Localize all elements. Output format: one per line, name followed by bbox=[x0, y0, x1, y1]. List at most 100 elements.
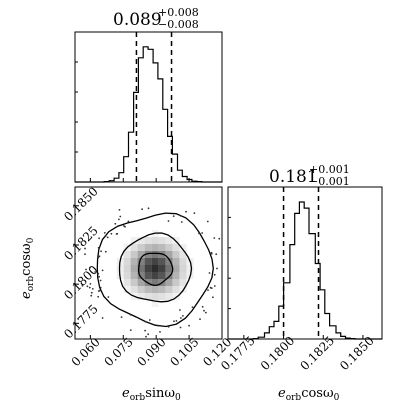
sample-point bbox=[129, 314, 132, 316]
density-cell bbox=[172, 272, 180, 279]
sample-point bbox=[104, 250, 107, 253]
sample-point bbox=[212, 296, 214, 299]
sample-point bbox=[89, 283, 92, 285]
bottom-left-x-label-base: e bbox=[122, 386, 130, 401]
density-cell bbox=[172, 286, 180, 293]
sample-point bbox=[85, 268, 87, 271]
density-cell bbox=[130, 251, 138, 258]
sample-point bbox=[147, 207, 150, 210]
density-cell bbox=[151, 272, 159, 279]
sample-point bbox=[81, 284, 84, 287]
sample-point bbox=[116, 232, 119, 235]
density-cell bbox=[151, 258, 159, 265]
sample-point bbox=[114, 222, 117, 225]
density-cell bbox=[137, 272, 145, 279]
sample-point bbox=[213, 237, 216, 239]
sample-point bbox=[172, 215, 175, 218]
sample-point bbox=[180, 221, 183, 223]
density-cell bbox=[179, 265, 187, 272]
density-cell bbox=[158, 265, 166, 272]
sample-point bbox=[91, 288, 94, 290]
bottom-right-x-label-sub2: 0 bbox=[334, 393, 340, 403]
contour-inner bbox=[137, 252, 174, 287]
density-cell bbox=[130, 244, 138, 251]
density-cell bbox=[151, 279, 159, 286]
y-tick-label: 0.1850 bbox=[61, 184, 101, 224]
bottom-right-title-value: 0.181 bbox=[269, 167, 318, 187]
y-tick-label: 0.1800 bbox=[61, 263, 101, 303]
sample-point bbox=[144, 320, 147, 323]
sample-point bbox=[141, 208, 144, 211]
density-cell bbox=[137, 244, 145, 251]
sample-point bbox=[120, 316, 123, 318]
density-cell bbox=[137, 293, 145, 300]
sample-point bbox=[213, 273, 216, 276]
sample-point bbox=[106, 236, 109, 239]
bottom-right-title: 0.181 bbox=[269, 167, 318, 187]
sample-point bbox=[98, 237, 100, 240]
sample-point bbox=[127, 220, 130, 223]
top-left-title-value: 0.089 bbox=[113, 10, 162, 30]
sample-point bbox=[175, 320, 178, 322]
sample-point bbox=[97, 295, 100, 298]
density-cell bbox=[151, 251, 159, 258]
density-cell bbox=[165, 251, 173, 258]
density-cell bbox=[137, 279, 145, 286]
sample-point bbox=[207, 289, 209, 291]
density-cell bbox=[137, 265, 145, 272]
sample-point bbox=[97, 290, 100, 292]
sample-point bbox=[97, 246, 100, 249]
sample-point bbox=[188, 324, 191, 327]
density-cell bbox=[158, 286, 166, 293]
density-cell bbox=[165, 272, 173, 279]
sample-point bbox=[167, 220, 170, 222]
sample-point bbox=[198, 232, 200, 235]
density-cell bbox=[130, 265, 138, 272]
contour-middle bbox=[118, 232, 193, 303]
density-cell bbox=[144, 251, 152, 258]
x-tick-label: 0.090 bbox=[134, 335, 168, 369]
sample-point bbox=[97, 256, 100, 259]
bottom-left-2d-plot bbox=[81, 207, 221, 338]
bottom-right-x-label-rest: cosω bbox=[301, 386, 333, 401]
sample-point bbox=[123, 225, 125, 227]
sample-point bbox=[101, 269, 104, 272]
density-cell bbox=[151, 300, 159, 307]
density-cell bbox=[179, 279, 187, 286]
sample-point bbox=[213, 285, 216, 287]
sample-point bbox=[180, 317, 182, 319]
sample-point bbox=[89, 266, 92, 269]
sample-point bbox=[208, 272, 211, 274]
density-cell bbox=[144, 293, 152, 300]
sample-point bbox=[179, 309, 181, 311]
sample-point bbox=[86, 285, 89, 288]
density-cell bbox=[165, 286, 173, 293]
sample-point bbox=[104, 235, 107, 238]
density-cell bbox=[165, 279, 173, 286]
contour-outer bbox=[96, 212, 214, 328]
density-cell bbox=[186, 265, 194, 272]
x-tick-label: 0.075 bbox=[102, 335, 136, 369]
sample-point bbox=[218, 237, 221, 240]
sample-point bbox=[103, 232, 106, 234]
density-cell bbox=[137, 251, 145, 258]
density-cell bbox=[179, 272, 187, 279]
sample-point bbox=[201, 232, 204, 234]
sample-point bbox=[101, 317, 104, 319]
sample-point bbox=[118, 218, 120, 221]
density-cell bbox=[172, 265, 180, 272]
density-cell bbox=[179, 251, 187, 258]
sample-point bbox=[215, 253, 218, 256]
sample-point bbox=[99, 286, 102, 289]
sample-point bbox=[179, 326, 182, 329]
density-cell bbox=[144, 286, 152, 293]
sample-point bbox=[201, 305, 204, 308]
sample-point bbox=[90, 291, 93, 294]
sample-point bbox=[94, 271, 96, 273]
sample-point bbox=[129, 329, 132, 331]
density-cell bbox=[123, 286, 131, 293]
sample-point bbox=[145, 335, 147, 338]
bottom-right-x-label-sub: orb bbox=[286, 393, 302, 403]
density-cell bbox=[165, 293, 173, 300]
